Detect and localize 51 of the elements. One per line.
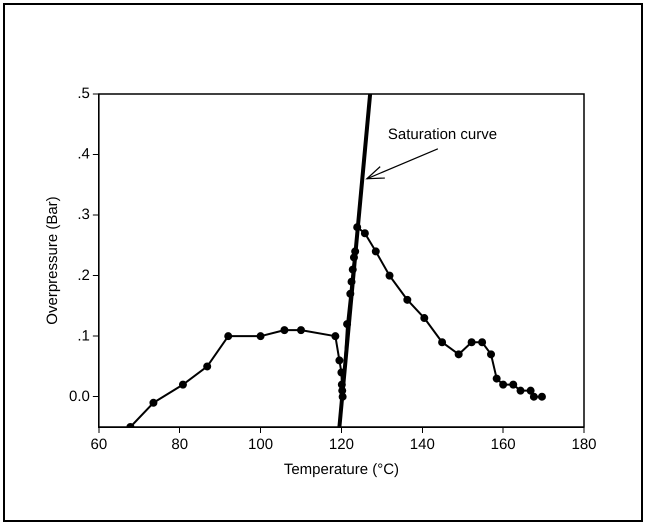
x-tick-label: 100 xyxy=(248,436,274,454)
point xyxy=(492,374,501,383)
y-tick-label: .5 xyxy=(77,85,90,102)
y-tick-label: .1 xyxy=(77,327,90,344)
x-tick-label: 120 xyxy=(328,436,354,454)
point xyxy=(256,332,265,340)
point xyxy=(296,326,305,334)
point xyxy=(487,350,496,358)
point xyxy=(420,314,428,322)
x-axis-title: Temperature (°C) xyxy=(284,461,400,478)
point xyxy=(538,392,546,401)
point xyxy=(386,272,394,280)
point xyxy=(224,332,232,340)
point xyxy=(403,296,412,304)
point xyxy=(346,290,354,298)
point xyxy=(331,332,340,340)
point xyxy=(438,338,446,346)
y-axis-title: Overpressure (Bar) xyxy=(44,196,62,325)
point xyxy=(149,398,158,407)
x-tick-label: 80 xyxy=(171,436,188,454)
point xyxy=(499,380,508,389)
point xyxy=(530,392,538,401)
x-tick-label: 60 xyxy=(90,436,108,454)
point xyxy=(343,320,352,328)
annotation: Saturation curve xyxy=(388,126,498,143)
point xyxy=(338,380,346,389)
point xyxy=(478,338,486,346)
point xyxy=(454,350,463,358)
point xyxy=(338,392,347,401)
point xyxy=(468,338,476,346)
point xyxy=(526,386,535,395)
x-tick-label: 140 xyxy=(410,436,435,454)
point xyxy=(372,247,380,256)
x-tick-label: 160 xyxy=(490,436,516,454)
y-tick-label: 0.0 xyxy=(68,388,90,405)
point xyxy=(351,247,360,256)
y-tick-label: .4 xyxy=(77,146,90,163)
point xyxy=(509,380,518,389)
point xyxy=(280,326,288,334)
point xyxy=(348,278,356,286)
y-tick-label: .2 xyxy=(77,266,90,284)
point xyxy=(335,356,344,364)
point xyxy=(516,386,525,395)
point xyxy=(360,229,369,238)
point xyxy=(203,362,212,370)
point xyxy=(348,266,357,274)
point xyxy=(353,223,362,232)
point xyxy=(350,253,358,262)
point xyxy=(178,380,187,389)
x-tick-label: 180 xyxy=(571,436,597,454)
y-tick-label: .3 xyxy=(77,206,90,224)
